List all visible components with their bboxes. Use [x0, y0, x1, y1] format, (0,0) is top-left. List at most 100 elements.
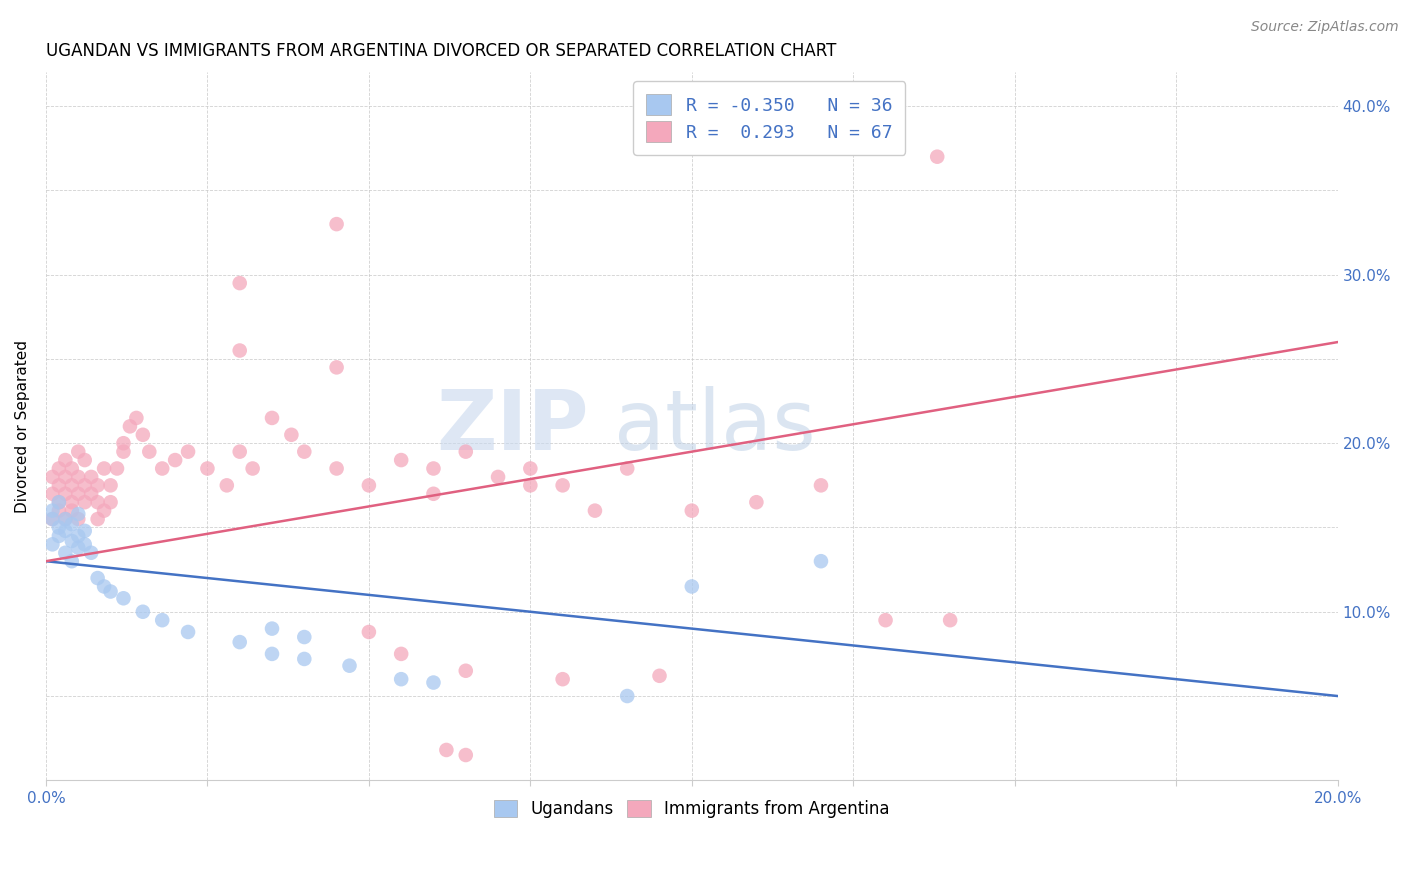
- Point: [616, 689, 638, 703]
- Point: [125, 411, 148, 425]
- Point: [67, 470, 90, 484]
- Point: [41, 512, 63, 526]
- Point: [53, 512, 76, 526]
- Point: [48, 520, 70, 534]
- Point: [422, 675, 444, 690]
- Point: [41, 487, 63, 501]
- Text: atlas: atlas: [614, 386, 815, 467]
- Point: [681, 579, 703, 593]
- Text: ZIP: ZIP: [436, 386, 589, 467]
- Point: [357, 625, 380, 640]
- Point: [228, 343, 250, 358]
- Point: [112, 591, 135, 606]
- Text: UGANDAN VS IMMIGRANTS FROM ARGENTINA DIVORCED OR SEPARATED CORRELATION CHART: UGANDAN VS IMMIGRANTS FROM ARGENTINA DIV…: [46, 42, 837, 60]
- Point: [357, 478, 380, 492]
- Point: [67, 507, 90, 521]
- Point: [389, 672, 412, 686]
- Point: [165, 453, 187, 467]
- Point: [100, 495, 122, 509]
- Point: [53, 470, 76, 484]
- Point: [810, 554, 832, 568]
- Y-axis label: Divorced or Separated: Divorced or Separated: [15, 340, 30, 513]
- Point: [454, 444, 477, 458]
- Point: [48, 478, 70, 492]
- Point: [60, 517, 83, 532]
- Point: [60, 461, 83, 475]
- Point: [486, 470, 509, 484]
- Point: [260, 411, 283, 425]
- Point: [105, 461, 128, 475]
- Point: [132, 427, 155, 442]
- Point: [138, 444, 160, 458]
- Point: [48, 529, 70, 543]
- Point: [927, 150, 949, 164]
- Point: [80, 470, 103, 484]
- Point: [292, 652, 315, 666]
- Point: [48, 461, 70, 475]
- Point: [41, 503, 63, 517]
- Point: [280, 427, 302, 442]
- Point: [519, 478, 541, 492]
- Point: [53, 487, 76, 501]
- Point: [422, 461, 444, 475]
- Point: [41, 512, 63, 526]
- Point: [242, 461, 264, 475]
- Point: [875, 613, 897, 627]
- Point: [389, 647, 412, 661]
- Point: [325, 360, 347, 375]
- Point: [551, 478, 574, 492]
- Point: [551, 672, 574, 686]
- Point: [53, 524, 76, 538]
- Point: [745, 495, 768, 509]
- Point: [67, 529, 90, 543]
- Point: [67, 487, 90, 501]
- Point: [112, 444, 135, 458]
- Point: [48, 495, 70, 509]
- Point: [118, 419, 141, 434]
- Text: Source: ZipAtlas.com: Source: ZipAtlas.com: [1251, 20, 1399, 34]
- Point: [100, 584, 122, 599]
- Point: [810, 478, 832, 492]
- Point: [60, 478, 83, 492]
- Point: [73, 524, 96, 538]
- Point: [260, 622, 283, 636]
- Point: [80, 487, 103, 501]
- Point: [389, 453, 412, 467]
- Point: [41, 470, 63, 484]
- Point: [53, 546, 76, 560]
- Point: [73, 478, 96, 492]
- Point: [422, 487, 444, 501]
- Point: [434, 743, 457, 757]
- Point: [93, 579, 115, 593]
- Point: [228, 444, 250, 458]
- Point: [215, 478, 238, 492]
- Point: [339, 658, 361, 673]
- Point: [648, 669, 671, 683]
- Point: [681, 503, 703, 517]
- Point: [325, 217, 347, 231]
- Point: [60, 533, 83, 548]
- Point: [80, 546, 103, 560]
- Point: [616, 461, 638, 475]
- Point: [86, 478, 108, 492]
- Point: [86, 495, 108, 509]
- Point: [454, 747, 477, 762]
- Point: [228, 276, 250, 290]
- Point: [519, 461, 541, 475]
- Point: [67, 541, 90, 555]
- Point: [177, 625, 200, 640]
- Point: [100, 478, 122, 492]
- Point: [53, 453, 76, 467]
- Point: [112, 436, 135, 450]
- Point: [93, 503, 115, 517]
- Point: [93, 461, 115, 475]
- Point: [67, 512, 90, 526]
- Point: [73, 537, 96, 551]
- Point: [325, 461, 347, 475]
- Point: [292, 630, 315, 644]
- Point: [60, 495, 83, 509]
- Point: [260, 647, 283, 661]
- Point: [73, 495, 96, 509]
- Point: [150, 613, 173, 627]
- Point: [48, 503, 70, 517]
